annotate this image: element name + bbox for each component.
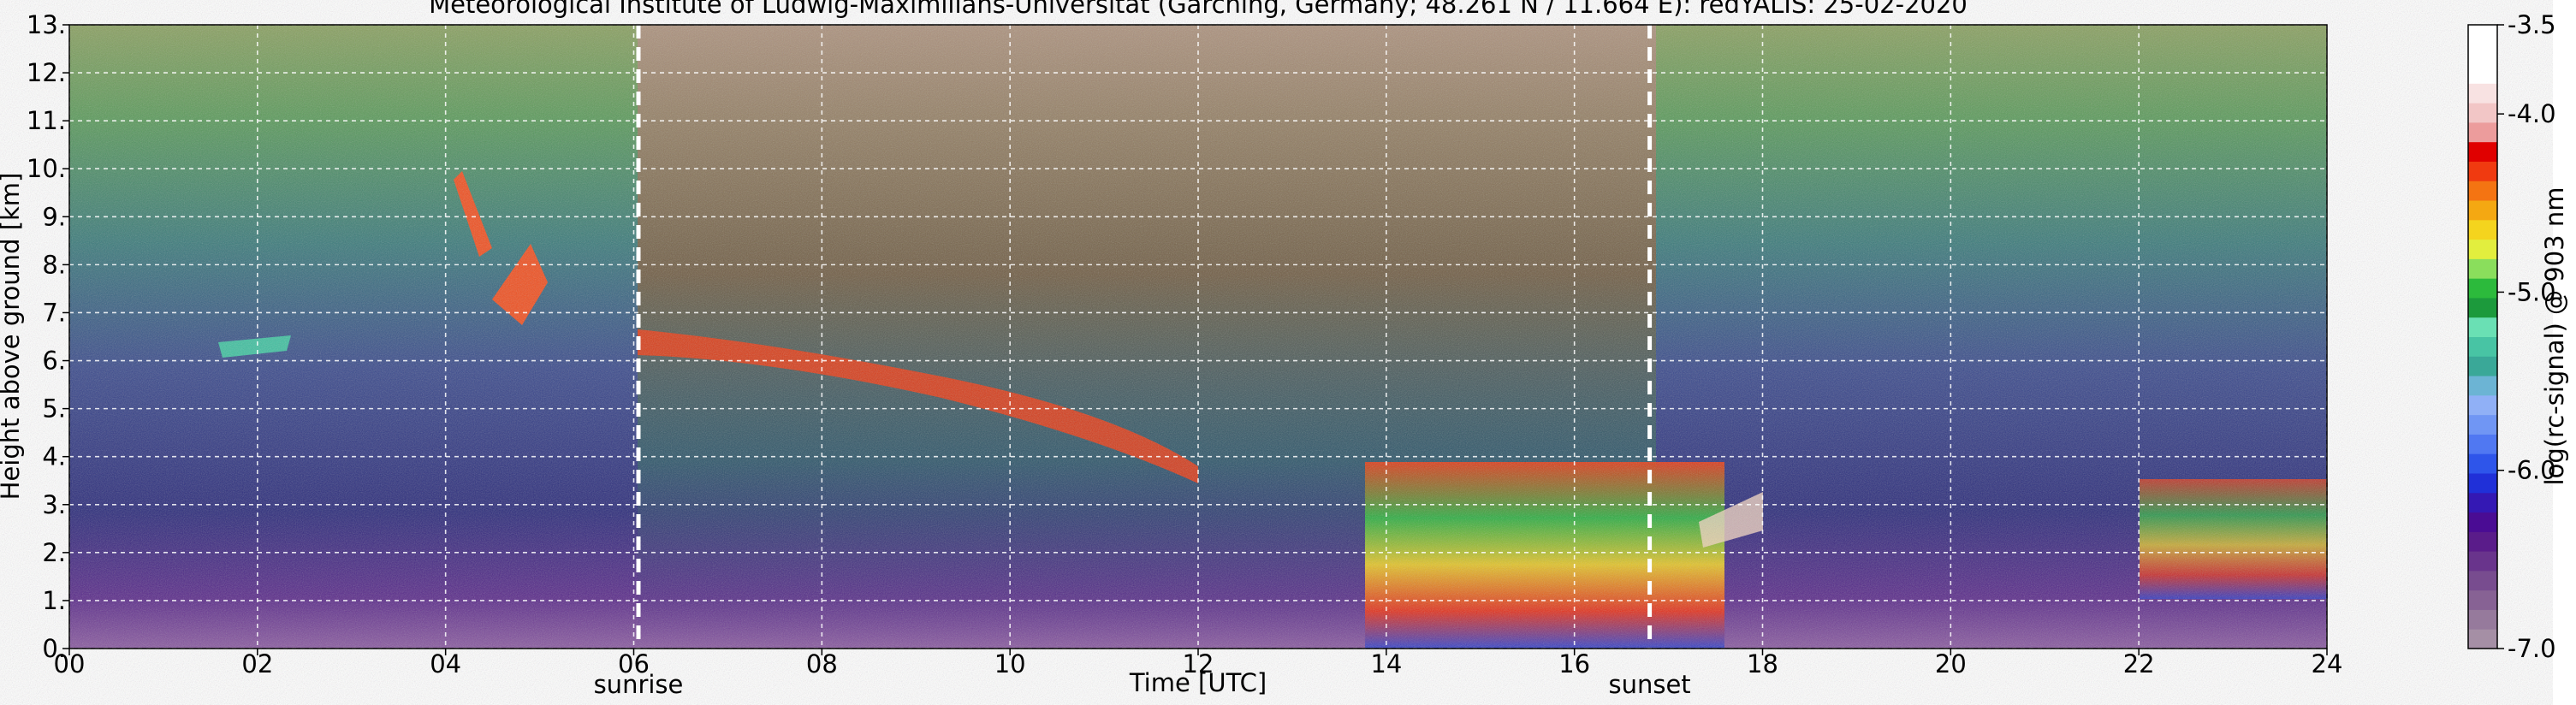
y-tick-label: 0. xyxy=(42,634,66,663)
colorbar-segment xyxy=(2468,589,2497,610)
y-tick-label: 2. xyxy=(42,538,66,567)
y-tick-label: 7. xyxy=(42,298,66,327)
x-tick-label: 00 xyxy=(54,649,86,678)
y-tick-label: 3. xyxy=(42,490,66,519)
colorbar-tick-label: -4.0 xyxy=(2508,99,2556,128)
colorbar-segment xyxy=(2468,414,2497,435)
y-tick-label: 12. xyxy=(27,58,66,87)
colorbar-segment xyxy=(2468,453,2497,474)
colorbar-tick-label: -6.0 xyxy=(2508,456,2556,485)
x-tick-label: 08 xyxy=(806,649,838,678)
annotation-label: sunset xyxy=(1608,670,1690,699)
colorbar-segment xyxy=(2468,512,2497,532)
y-tick-label: 8. xyxy=(42,250,66,279)
y-tick-label: 10. xyxy=(27,154,66,183)
colorbar-segment xyxy=(2468,609,2497,630)
colorbar-segment xyxy=(2468,83,2497,104)
annotation-label: sunrise xyxy=(594,670,684,699)
colorbar-segment xyxy=(2468,181,2497,201)
y-tick-label: 5. xyxy=(42,394,66,424)
colorbar-segment xyxy=(2468,394,2497,416)
y-axis-label: Height above ground [km] xyxy=(0,173,25,501)
colorbar-segment xyxy=(2468,551,2497,572)
x-tick-label: 22 xyxy=(2123,649,2155,678)
x-axis-label: Time [UTC] xyxy=(1129,668,1267,697)
colorbar-segment xyxy=(2468,121,2497,143)
colorbar-segment xyxy=(2468,629,2497,649)
colorbar-label: log(rc-signal) @ 903 nm xyxy=(2540,187,2569,486)
y-tick-label: 13. xyxy=(27,10,66,39)
colorbar-tick-label: -5.0 xyxy=(2508,277,2556,306)
colorbar-segment xyxy=(2468,434,2497,454)
y-tick-label: 9. xyxy=(42,202,66,231)
x-tick-label: 04 xyxy=(430,649,461,678)
colorbar-segment xyxy=(2468,317,2497,337)
colorbar-segment xyxy=(2468,356,2497,376)
colorbar-segment xyxy=(2468,141,2497,162)
colorbar-segment xyxy=(2468,161,2497,181)
y-tick-label: 4. xyxy=(42,442,66,471)
colorbar-segment xyxy=(2468,376,2497,396)
colorbar-segment xyxy=(2468,258,2497,279)
colorbar-segment xyxy=(2468,25,2497,45)
colorbar-segment xyxy=(2468,492,2497,513)
colorbar-segment xyxy=(2468,63,2497,84)
colorbar-segment xyxy=(2468,239,2497,259)
colorbar-segment xyxy=(2468,44,2497,65)
colorbar-segment xyxy=(2468,297,2497,318)
x-tick-label: 02 xyxy=(241,649,273,678)
y-tick-label: 11. xyxy=(27,106,66,135)
x-tick-label: 16 xyxy=(1558,649,1590,678)
x-tick-label: 12 xyxy=(1183,649,1214,678)
x-tick-label: 18 xyxy=(1747,649,1778,678)
y-tick-label: 6. xyxy=(42,347,66,376)
colorbar-tick-label: -7.0 xyxy=(2508,634,2556,663)
colorbar-frame xyxy=(2467,24,2498,649)
colorbar-segment xyxy=(2468,278,2497,299)
y-tick-label: 1. xyxy=(42,586,66,615)
colorbar-segment xyxy=(2468,219,2497,240)
colorbar-segment xyxy=(2468,570,2497,591)
x-tick-label: 06 xyxy=(618,649,650,678)
chart-title: Meteorological Institute of Ludwig-Maxim… xyxy=(429,0,1968,19)
colorbar-segment xyxy=(2468,531,2497,552)
colorbar-segment xyxy=(2468,103,2497,123)
colorbar-segment xyxy=(2468,336,2497,357)
x-tick-label: 14 xyxy=(1370,649,1402,678)
x-tick-label: 24 xyxy=(2312,649,2343,678)
x-tick-label: 20 xyxy=(1935,649,1967,678)
colorbar-tick-label: -3.5 xyxy=(2508,10,2556,39)
colorbar-segment xyxy=(2468,472,2497,494)
colorbar-segment xyxy=(2468,200,2497,221)
x-tick-label: 10 xyxy=(994,649,1026,678)
